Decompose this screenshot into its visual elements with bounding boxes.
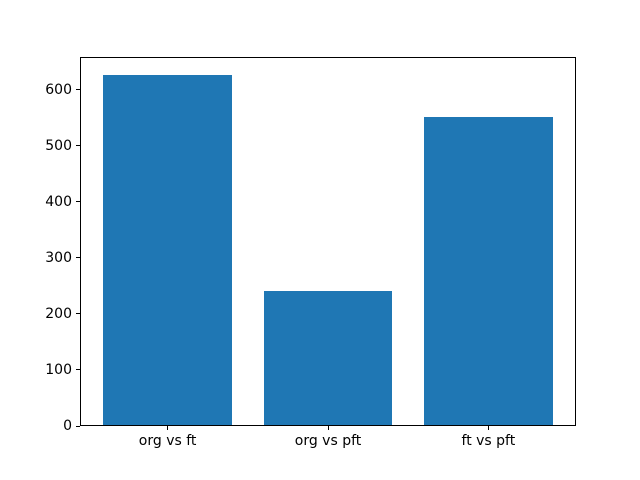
y-tick-label: 400 [45,193,72,210]
bar-org-vs-ft [103,75,232,425]
y-tick-label: 500 [45,137,72,154]
x-tick-label-ft-vs-pft: ft vs pft [461,433,516,449]
x-tick-mark [327,426,329,430]
y-tick-mark [76,369,80,371]
plot-area [80,57,576,426]
y-tick-mark [76,145,80,147]
y-tick-mark [76,89,80,91]
y-tick-label: 200 [45,305,72,322]
x-tick-mark [167,426,169,430]
x-tick-label-org-vs-pft: org vs pft [294,433,362,449]
y-tick-mark [76,313,80,315]
x-tick-mark [487,426,489,430]
y-tick-label: 300 [45,249,72,266]
x-tick-label-org-vs-ft: org vs ft [138,433,197,449]
bar-ft-vs-pft [424,116,553,425]
y-tick-label: 600 [45,81,72,98]
y-tick-label: 0 [63,418,72,434]
y-tick-mark [76,425,80,427]
y-tick-mark [76,257,80,259]
y-tick-mark [76,201,80,203]
bar-org-vs-pft [263,290,393,425]
y-tick-label: 100 [45,361,72,378]
